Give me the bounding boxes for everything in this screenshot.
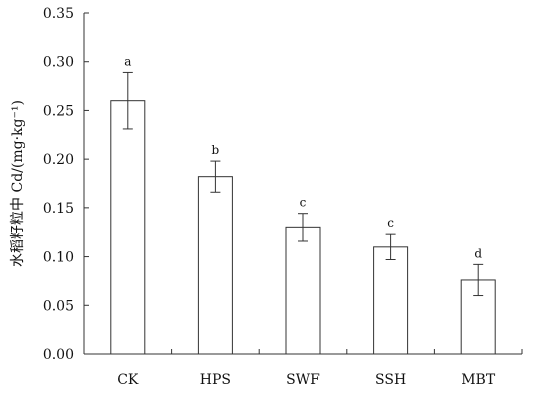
bar-swf <box>285 226 321 355</box>
y-tick-label: 0.05 <box>43 298 74 314</box>
y-tick-label: 0.10 <box>43 250 74 266</box>
bar-ck <box>110 100 146 355</box>
significance-letter: c <box>300 196 307 210</box>
y-tick-label: 0.35 <box>43 6 74 22</box>
x-tick-label: SWF <box>286 372 320 388</box>
y-tick-label: 0.30 <box>43 55 74 71</box>
x-axis: CK HPS SWF SSH MBT <box>83 349 523 388</box>
y-axis: 0.00 0.05 0.10 0.15 0.20 0.25 0.30 0.35 <box>43 6 89 363</box>
y-tick-label: 0.20 <box>43 152 74 168</box>
y-tick-label: 0.00 <box>43 347 74 363</box>
significance-letter: a <box>124 54 131 68</box>
x-tick-label: MBT <box>461 372 496 388</box>
y-tick-label: 0.15 <box>43 201 74 217</box>
significance-letters: a b c c d <box>124 54 482 260</box>
bars <box>110 100 496 355</box>
x-tick-label: CK <box>117 372 139 388</box>
y-axis-title: 水稻籽粒中 Cd/(mg·kg⁻¹) <box>10 100 26 267</box>
significance-letter: d <box>474 246 482 260</box>
bar-hps <box>197 176 233 355</box>
x-tick-label: HPS <box>200 372 231 388</box>
error-bars <box>122 71 484 297</box>
significance-letter: c <box>387 216 394 230</box>
x-tick-label: SSH <box>375 372 406 388</box>
bar-ssh <box>373 246 409 355</box>
significance-letter: b <box>212 143 220 157</box>
y-tick-label: 0.25 <box>43 103 74 119</box>
